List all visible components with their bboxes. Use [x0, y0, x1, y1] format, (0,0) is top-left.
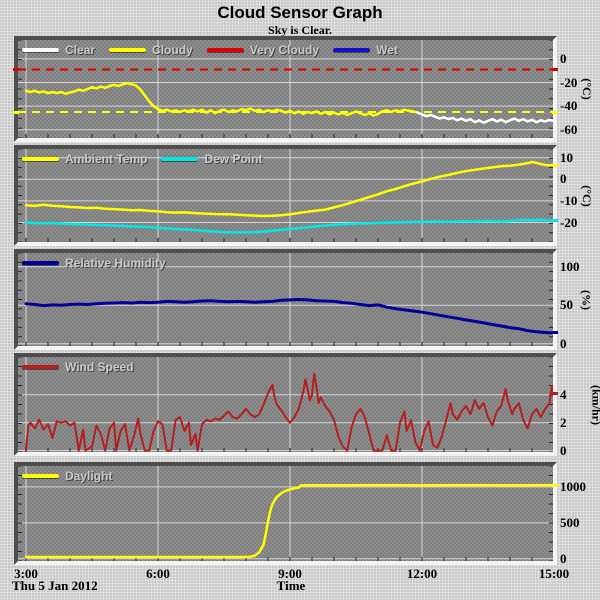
humidity-plot — [18, 253, 553, 346]
legend: Ambient Temp Dew Point — [22, 152, 262, 166]
y-tick-label: 500 — [560, 514, 580, 530]
legend-swatch — [333, 48, 371, 52]
edge-marker — [552, 163, 558, 167]
y-tick-label: 0 — [560, 550, 567, 566]
temperature-plot — [18, 149, 553, 242]
legend-label: Wind Speed — [65, 360, 134, 374]
legend-swatch — [22, 365, 59, 369]
legend-item: Wind Speed — [22, 360, 134, 374]
x-axis: 3:00 6:00 9:00 12:00 15:00 — [0, 566, 600, 581]
legend-label: Very Cloudy — [249, 43, 320, 57]
panel-sky-condition: Clear Cloudy Very Cloudy Wet — [14, 36, 557, 142]
y-tick-label: -20 — [560, 74, 578, 90]
x-tick-label: 9:00 — [278, 566, 302, 581]
y-tick-label: 1000 — [560, 478, 586, 494]
sky-condition-plot — [18, 40, 553, 138]
y-tick-label: 50 — [560, 297, 573, 313]
y-tick-label: -40 — [560, 98, 578, 114]
panel-wind-speed: Wind Speed — [14, 353, 557, 456]
y-axis-unit: (°C) — [580, 184, 595, 207]
series-line-clear — [416, 111, 553, 124]
edge-marker — [13, 110, 19, 114]
legend-swatch — [206, 48, 244, 52]
edge-marker — [552, 218, 558, 222]
edge-marker — [552, 331, 558, 335]
y-tick-label: -60 — [560, 121, 578, 137]
edge-marker — [552, 391, 558, 395]
legend-item: Clear — [22, 43, 95, 57]
sky-status-text: Sky is Clear. — [268, 23, 332, 37]
legend: Clear Cloudy Very Cloudy Wet — [22, 43, 398, 57]
legend: Relative Humidity — [22, 256, 166, 270]
y-tick-label: 0 — [560, 50, 567, 66]
legend-item: Daylight — [22, 469, 112, 483]
legend-item: Ambient Temp — [22, 152, 147, 166]
series-line-ambient-temp — [24, 160, 553, 218]
legend-swatch — [22, 261, 59, 265]
legend-swatch — [22, 157, 59, 161]
series-line-cloudy — [24, 81, 419, 117]
panel-humidity: Relative Humidity — [14, 249, 557, 350]
x-axis-title: Time — [276, 578, 306, 593]
legend-item: Dew Point — [161, 152, 262, 166]
y-axis-unit: (km/hr) — [589, 384, 600, 425]
y-tick-label: -20 — [560, 214, 578, 230]
y-axis-unit: (%) — [579, 289, 594, 310]
legend: Daylight — [22, 469, 112, 483]
y-tick-label: 2 — [560, 414, 567, 430]
edge-marker — [13, 68, 19, 72]
y-tick-label: 0 — [560, 442, 567, 458]
panel-temperature: Ambient Temp Dew Point — [14, 145, 557, 246]
series-line-dew-point — [24, 218, 553, 234]
y-tick-label: 0 — [560, 335, 567, 351]
y-tick-label: -10 — [560, 192, 578, 208]
legend-label: Wet — [376, 43, 398, 57]
legend: Wind Speed — [22, 360, 134, 374]
edge-marker — [552, 68, 558, 72]
series-line-wind-speed — [25, 372, 553, 452]
edge-marker — [552, 483, 558, 487]
y-tick-label: 100 — [560, 258, 580, 274]
legend-item: Relative Humidity — [22, 256, 166, 270]
panel-daylight: Daylight — [14, 462, 557, 565]
legend-swatch — [22, 474, 59, 478]
x-tick-label: 3:00 — [14, 566, 38, 581]
legend-item: Cloudy — [109, 43, 193, 57]
legend-swatch — [109, 48, 147, 52]
y-tick-label: 0 — [560, 171, 567, 187]
page-title: Cloud Sensor Graph — [217, 3, 383, 22]
edge-marker — [552, 110, 558, 114]
legend-item: Wet — [333, 43, 398, 57]
legend-label: Daylight — [65, 469, 113, 483]
legend-label: Relative Humidity — [65, 256, 166, 270]
legend-label: Dew Point — [204, 152, 263, 166]
x-tick-label: 6:00 — [146, 566, 170, 581]
series-line-daylight — [24, 483, 553, 559]
y-tick-label: 4 — [560, 386, 567, 402]
series-line-relative-humidity — [24, 298, 553, 335]
legend-label: Ambient Temp — [65, 152, 148, 166]
legend-label: Cloudy — [152, 43, 193, 57]
x-tick-label: 15:00 — [538, 566, 570, 581]
legend-swatch — [161, 157, 199, 161]
y-axis-unit: (°C) — [580, 78, 595, 100]
daylight-plot — [18, 466, 553, 561]
y-tick-label: 10 — [560, 149, 573, 165]
legend-swatch — [22, 48, 59, 52]
x-tick-label: 12:00 — [406, 566, 438, 581]
wind-speed-plot — [18, 357, 553, 452]
legend-label: Clear — [65, 43, 96, 57]
date-label: Thu 5 Jan 2012 — [12, 578, 98, 593]
legend-item: Very Cloudy — [206, 43, 320, 57]
